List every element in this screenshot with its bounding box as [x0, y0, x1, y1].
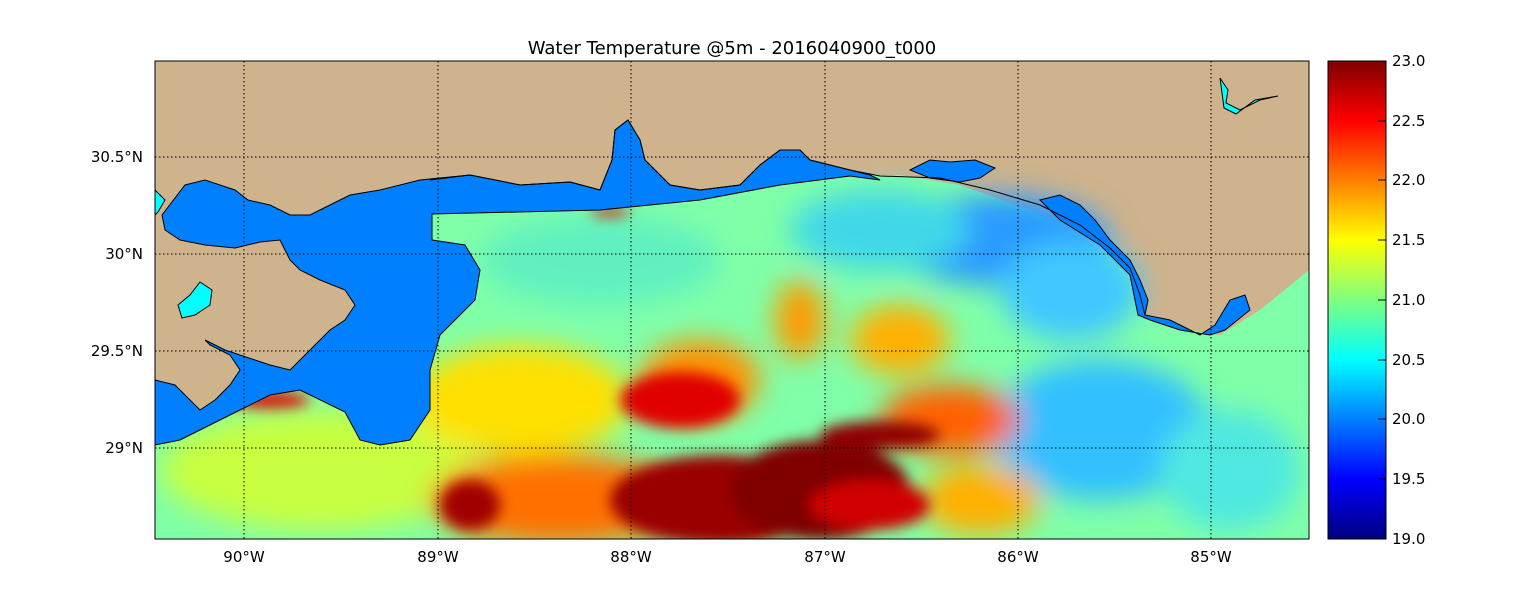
colorbar-tick-label: 21.5 [1392, 231, 1425, 249]
colorbar-tick-label: 19.5 [1392, 470, 1425, 488]
x-tick-label: 90°W [223, 548, 265, 566]
colorbar-tick-label: 22.0 [1392, 171, 1425, 189]
inland-water [155, 119, 1251, 446]
colorbar: 23.0 22.5 22.0 21.5 21.0 20.5 20.0 19.5 … [1327, 52, 1425, 548]
colorbar-tick-label: 21.0 [1392, 291, 1425, 309]
map-frame [154, 60, 1310, 540]
colorbar-tick-label: 20.5 [1392, 351, 1425, 369]
colorbar-gradient [1327, 60, 1387, 540]
map-title: Water Temperature @5m - 2016040900_t000 [528, 38, 937, 59]
colorbar-tick-label: 19.0 [1392, 530, 1425, 548]
x-tick-label: 89°W [417, 548, 459, 566]
y-tick-label: 30°N [105, 245, 143, 263]
x-tick-label: 85°W [1190, 548, 1232, 566]
lakes [155, 77, 1279, 319]
y-tick-label: 29°N [105, 439, 143, 457]
map-area [155, 61, 1309, 539]
colorbar-tick-label: 23.0 [1392, 52, 1425, 70]
colorbar-tick-label: 20.0 [1392, 410, 1425, 428]
gridlines [155, 61, 1309, 539]
x-tick-labels: 90°W 89°W 88°W 87°W 86°W 85°W [223, 548, 1232, 566]
x-tick-label: 87°W [804, 548, 846, 566]
x-tick-label: 88°W [610, 548, 652, 566]
y-tick-labels: 29°N 29.5°N 30°N 30.5°N [91, 148, 143, 457]
colorbar-tick-label: 22.5 [1392, 112, 1425, 130]
y-tick-label: 29.5°N [91, 342, 143, 360]
y-tick-label: 30.5°N [91, 148, 143, 166]
x-tick-label: 86°W [997, 548, 1039, 566]
coastline [429, 119, 1146, 316]
